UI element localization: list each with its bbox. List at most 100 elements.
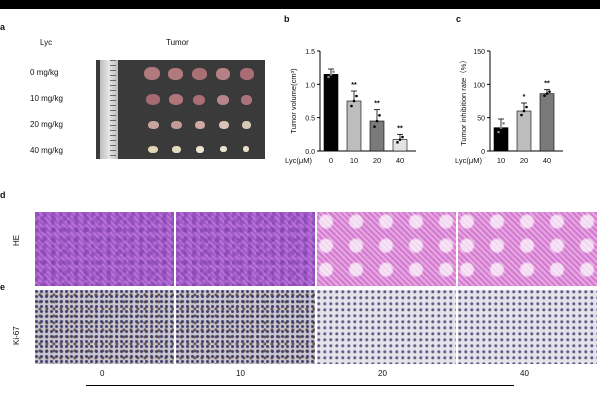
tumor-sample: [168, 68, 183, 80]
x-tick-label: 10: [350, 156, 358, 165]
lyc-header: Lyc: [40, 38, 53, 47]
ruler-image: [100, 60, 118, 159]
significance-label: **: [351, 82, 357, 89]
x-tick-label: 10: [497, 156, 505, 165]
y-tick-label: 150: [473, 49, 485, 56]
data-point: [396, 141, 399, 144]
data-point: [497, 130, 500, 134]
significance-label: **: [544, 81, 550, 88]
tumor-sample: [241, 95, 252, 105]
data-point: [375, 119, 379, 123]
data-point: [350, 104, 353, 108]
x-tick-label: 20: [520, 156, 528, 165]
data-point: [327, 75, 330, 79]
data-point: [378, 114, 381, 117]
bar: [323, 74, 339, 152]
tumor-sample: [240, 68, 254, 80]
he-image-10: [176, 212, 315, 286]
micro-col-label-10: 10: [236, 369, 245, 378]
significance-label: **: [397, 125, 403, 132]
bottom-rule: [86, 385, 514, 386]
data-point: [525, 105, 528, 109]
ki67-row-label: Ki-67: [12, 326, 21, 345]
ki67-image-0: [35, 290, 174, 364]
x-tick-label: 40: [396, 156, 404, 165]
data-point: [520, 113, 523, 117]
dose-label-20: 20 mg/kg: [30, 120, 63, 129]
tumor-sample: [169, 94, 183, 105]
tumor-sample: [243, 146, 249, 152]
bar: [346, 100, 362, 152]
y-tick-label: 100: [473, 82, 485, 89]
data-point: [502, 122, 505, 125]
he-image-40: [458, 212, 597, 286]
tumor-sample: [172, 146, 181, 153]
bar: [369, 120, 385, 152]
y-axis-label: Tumor inhibition rate（%）: [459, 56, 468, 146]
top-border: [0, 0, 600, 9]
y-tick-label: 0.5: [305, 116, 315, 123]
data-point: [543, 94, 546, 97]
dose-label-10: 10 mg/kg: [30, 94, 63, 103]
panel-a-letter: a: [0, 22, 6, 32]
data-point: [545, 92, 549, 95]
tumor-sample: [193, 95, 205, 105]
ki67-image-10: [176, 290, 315, 364]
tumor-sample: [148, 121, 159, 129]
dose-label-0: 0 mg/kg: [30, 68, 59, 77]
y-tick-label: 0.0: [305, 149, 315, 156]
chart-inhibition-rate: 0 50 100 150 Tumor inhibition rate（%） 10 * 20 **…: [455, 49, 563, 165]
data-point: [373, 125, 376, 128]
tumor-sample: [144, 67, 160, 80]
micro-col-label-20: 20: [378, 369, 387, 378]
y-tick-label: 50: [477, 116, 485, 123]
x-axis-label: Lyc(μM): [285, 156, 312, 165]
tumor-sample: [192, 68, 207, 80]
bar: [392, 139, 408, 152]
significance-label: **: [374, 101, 380, 108]
panel-e-letter: e: [0, 282, 6, 292]
micro-col-label-0: 0: [100, 369, 105, 378]
he-image-20: [317, 212, 456, 286]
data-point: [332, 70, 335, 73]
data-point: [355, 94, 358, 98]
tumor-sample: [195, 121, 205, 129]
data-point: [548, 90, 551, 93]
tumor-sample: [148, 146, 158, 153]
tumor-header: Tumor: [166, 38, 189, 47]
micro-col-label-40: 40: [520, 369, 529, 378]
tumor-sample: [220, 146, 227, 152]
tumor-sample: [217, 95, 229, 105]
panel-d-letter: d: [0, 190, 6, 200]
he-image-0: [35, 212, 174, 286]
tumor-photo: [96, 60, 265, 159]
significance-label: *: [523, 94, 526, 101]
data-point: [522, 109, 526, 113]
y-tick-label: 0: [481, 149, 485, 156]
bar: [539, 93, 555, 152]
panel-b-letter: b: [284, 14, 290, 24]
tumor-sample: [171, 121, 182, 129]
tumor-sample: [146, 94, 160, 105]
data-point: [401, 135, 404, 139]
y-tick-label: 1.5: [305, 49, 315, 56]
y-tick-label: 1.0: [305, 82, 315, 89]
x-tick-label: 20: [373, 156, 381, 165]
dose-label-40: 40 mg/kg: [30, 146, 63, 155]
x-tick-label: 0: [329, 156, 333, 165]
tumor-sample: [219, 121, 229, 129]
he-row-label: HE: [12, 234, 21, 246]
tumor-sample: [242, 121, 251, 129]
data-point: [398, 138, 402, 141]
x-axis-label: Lyc(μM): [455, 156, 482, 165]
bar: [493, 127, 509, 152]
chart-tumor-volume: 0.0 0.5 1.0 1.5 Tumor volume(cm³) 0 ** 10 ** 20 **…: [285, 49, 416, 165]
data-point: [499, 126, 503, 129]
panel-c-letter: c: [456, 14, 462, 24]
data-point: [352, 99, 356, 103]
bar: [516, 110, 532, 152]
tumor-sample: [196, 146, 204, 153]
ki67-image-40: [458, 290, 597, 364]
tumor-sample: [216, 68, 230, 80]
data-point: [329, 73, 333, 76]
